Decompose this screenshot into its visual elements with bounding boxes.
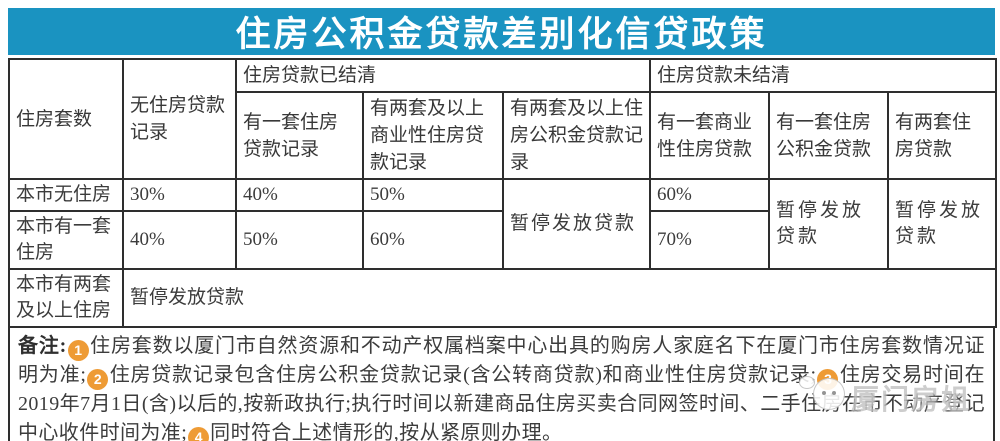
header-settled-one-loan: 有一套住房贷款记录 xyxy=(235,91,364,180)
note-3-text: 住房交易时间在2019年7月1日(含)以后的,按新政执行;执行时间以新建商品住房… xyxy=(18,364,985,441)
title-bar: 住房公积金贷款差别化信贷政策 xyxy=(8,8,995,55)
page-title: 住房公积金贷款差别化信贷政策 xyxy=(235,15,768,54)
header-unsettled-two-loans: 有两套住房贷款 xyxy=(887,91,998,180)
cell-r2-unsettled-one-commercial: 70% xyxy=(649,210,771,270)
note-2-badge: 2 xyxy=(87,369,109,390)
header-unsettled-one-fund: 有一套住房公积金贷款 xyxy=(768,91,890,180)
header-settled-multi-fund: 有两套及以上住房公积金贷款记录 xyxy=(501,91,652,180)
cell-r1-settled-multi-commercial: 50% xyxy=(362,178,504,212)
header-no-loan-record: 无住房贷款记录 xyxy=(122,58,237,180)
cell-r2-settled-multi-commercial: 60% xyxy=(362,210,504,270)
note-3-badge: 3 xyxy=(817,369,839,390)
notes-box: 备注: 1 住房套数以厦门市自然资源和不动产权属档案中心出具的购房人家庭名下在厦门市… xyxy=(8,326,995,441)
cell-suspend-unsettled-fund: 暂停发放贷款 xyxy=(768,178,890,270)
note-1-badge: 1 xyxy=(67,340,89,361)
notes-label: 备注: xyxy=(18,335,67,357)
note-4-badge: 4 xyxy=(188,427,210,441)
cell-suspend-all: 暂停发放贷款 xyxy=(121,268,998,328)
table-row: 本市无住房 30% 40% 50% 暂停发放贷款 60% 暂停发放贷款 暂停发放… xyxy=(8,178,998,270)
row-label-no-housing: 本市无住房 xyxy=(8,178,124,212)
cell-r1-settled-one: 40% xyxy=(235,178,364,212)
cell-r2-settled-one: 50% xyxy=(235,210,364,270)
table-row: 本市有一套住房 40% 50% 60% 70% xyxy=(8,210,996,270)
cell-suspend-settled-fund: 暂停发放贷款 xyxy=(501,178,652,270)
cell-r1-no-record: 30% xyxy=(122,178,237,212)
cell-r1-unsettled-one-commercial: 60% xyxy=(649,178,771,212)
content-frame: 住房公积金贷款差别化信贷政策 住房套数 无住房贷款记录 住房贷款已结清 住房贷款… xyxy=(8,8,998,441)
table-row: 本市有两套及以上住房 暂停发放贷款 xyxy=(8,268,998,328)
cell-r2-no-record: 40% xyxy=(122,210,237,270)
note-4-text: 同时符合上述情形的,按从紧原则办理。 xyxy=(210,422,563,441)
header-group-unsettled: 住房贷款未结清 xyxy=(649,58,998,93)
header-unsettled-one-commercial: 有一套商业性住房贷款 xyxy=(649,91,771,180)
row-label-one-housing: 本市有一套住房 xyxy=(8,210,124,270)
header-housing-count: 住房套数 xyxy=(8,58,124,180)
header-settled-multi-commercial: 有两套及以上商业性住房贷款记录 xyxy=(362,91,504,180)
cell-suspend-unsettled-two: 暂停发放贷款 xyxy=(887,178,998,270)
note-2-text: 住房贷款记录包含住房公积金贷款记录(含公转商贷款)和商业性住房贷款记录; xyxy=(109,364,817,386)
row-label-two-plus-housing: 本市有两套及以上住房 xyxy=(8,268,124,328)
loan-policy-table: 住房套数 无住房贷款记录 住房贷款已结清 住房贷款未结清 有一套住房贷款记录 有… xyxy=(8,58,998,328)
note-1-text: 住房套数以厦门市自然资源和不动产权属档案中心出具的购房人家庭名下在厦门市住房套数… xyxy=(18,335,985,386)
header-group-settled: 住房贷款已结清 xyxy=(234,58,652,93)
